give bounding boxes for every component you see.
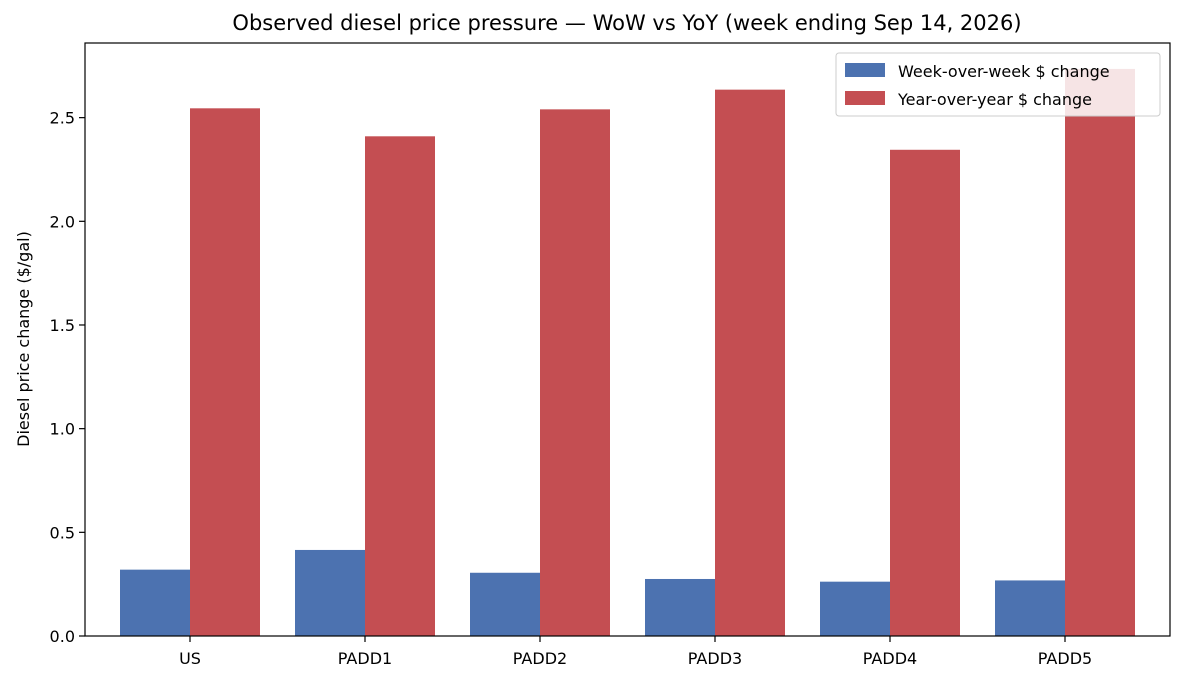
bar-yoy-us [190, 108, 260, 637]
y-tick-label: 1.5 [50, 316, 75, 335]
y-tick-label: 2.0 [50, 212, 75, 231]
y-tick-label: 0.5 [50, 523, 75, 542]
legend-swatch-yoy [845, 91, 885, 105]
bar-wow-padd5 [995, 580, 1065, 636]
x-tick-label: PADD3 [688, 649, 742, 668]
bar-wow-padd3 [645, 578, 715, 636]
bar-wow-padd4 [820, 581, 890, 636]
x-tick-label: US [179, 649, 201, 668]
x-tick-label: PADD4 [863, 649, 917, 668]
legend: Week-over-week $ change Year-over-year $ … [835, 52, 1161, 117]
bar-yoy-padd4 [890, 149, 960, 636]
bars-layer [120, 68, 1135, 637]
bar-yoy-padd5 [1065, 68, 1135, 636]
x-tick-label: PADD1 [338, 649, 392, 668]
bar-yoy-padd1 [365, 136, 435, 636]
legend-label-yoy: Year-over-year $ change [897, 90, 1092, 109]
y-tick-label: 2.5 [50, 109, 75, 128]
y-axis-label: Diesel price change ($/gal) [14, 231, 33, 447]
bar-wow-padd2 [470, 572, 540, 636]
bar-yoy-padd3 [715, 89, 785, 636]
chart-title: Observed diesel price pressure — WoW vs … [232, 11, 1021, 35]
plot-frame [84, 42, 1171, 637]
bar-yoy-padd2 [540, 109, 610, 636]
axes-layer: 0.0 0.5 1.0 1.5 2.0 2.5 US PADD1 PADD2 PADD3 PADD4… [50, 42, 1171, 668]
bar-wow-padd1 [295, 549, 365, 636]
x-tick-label: PADD2 [513, 649, 567, 668]
x-tick-label: PADD5 [1038, 649, 1092, 668]
legend-label-wow: Week-over-week $ change [898, 62, 1110, 81]
y-tick-label: 1.0 [50, 420, 75, 439]
legend-swatch-wow [845, 63, 885, 77]
y-tick-label: 0.0 [50, 627, 75, 646]
bar-wow-us [120, 569, 190, 636]
legend-box [835, 52, 1161, 117]
